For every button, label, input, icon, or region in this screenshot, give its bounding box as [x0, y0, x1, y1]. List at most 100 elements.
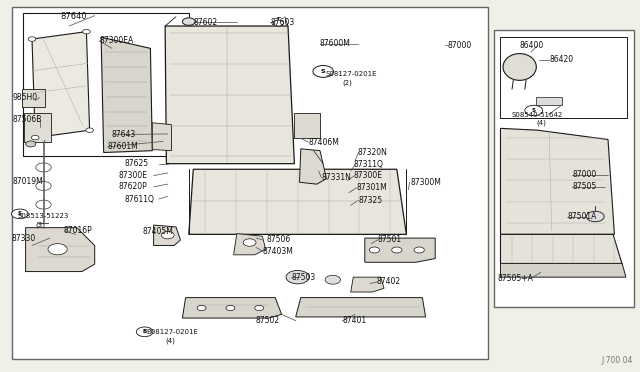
Text: B08127-0201E: B08127-0201E: [146, 329, 198, 335]
Text: 87620P: 87620P: [118, 182, 147, 191]
Circle shape: [525, 105, 543, 116]
Bar: [23, 13, 189, 156]
Circle shape: [414, 247, 424, 253]
Text: 87600M: 87600M: [320, 39, 351, 48]
Text: 87501: 87501: [378, 235, 402, 244]
Text: S: S: [532, 108, 536, 113]
Polygon shape: [32, 32, 90, 138]
Text: 87602: 87602: [193, 18, 218, 27]
Circle shape: [197, 305, 206, 311]
Bar: [22, 89, 45, 107]
Circle shape: [26, 141, 36, 147]
Text: 87643: 87643: [112, 130, 136, 139]
Polygon shape: [182, 298, 282, 318]
Bar: [500, 37, 627, 118]
Text: 87300E: 87300E: [118, 171, 147, 180]
Circle shape: [313, 65, 333, 77]
Circle shape: [161, 231, 174, 239]
Bar: [24, 113, 51, 142]
Polygon shape: [365, 238, 435, 262]
Polygon shape: [234, 234, 266, 255]
Circle shape: [243, 239, 256, 246]
Circle shape: [369, 247, 380, 253]
Circle shape: [226, 305, 235, 311]
Text: 87601M: 87601M: [108, 142, 138, 151]
Text: 87503: 87503: [291, 273, 316, 282]
Bar: [494, 30, 634, 307]
Text: B: B: [143, 329, 147, 334]
Text: 87506: 87506: [266, 235, 291, 244]
Text: S08127-0201E: S08127-0201E: [325, 71, 376, 77]
Polygon shape: [500, 234, 622, 264]
Text: S08540-51642: S08540-51642: [512, 112, 563, 118]
Text: 985H0: 985H0: [13, 93, 38, 102]
Polygon shape: [296, 298, 426, 317]
Polygon shape: [500, 263, 626, 277]
Text: S: S: [321, 69, 326, 74]
Circle shape: [12, 209, 28, 219]
Text: 87300M: 87300M: [411, 178, 442, 187]
Circle shape: [136, 327, 153, 337]
Text: S08513-51223: S08513-51223: [18, 213, 69, 219]
Circle shape: [83, 29, 90, 34]
Text: 87505+A: 87505+A: [498, 274, 534, 283]
Text: 87405M: 87405M: [142, 227, 173, 236]
Bar: [12, 7, 488, 359]
Text: 87300EA: 87300EA: [99, 36, 134, 45]
Bar: [294, 113, 320, 138]
Text: 87320N: 87320N: [357, 148, 387, 157]
Text: 87331N: 87331N: [321, 173, 351, 182]
Text: 86420: 86420: [549, 55, 573, 64]
Circle shape: [273, 20, 284, 26]
Text: 87625: 87625: [125, 159, 149, 168]
Polygon shape: [300, 149, 326, 184]
Text: 87502: 87502: [256, 316, 280, 325]
Polygon shape: [154, 225, 180, 246]
Text: 87300E: 87300E: [354, 171, 383, 180]
Circle shape: [31, 135, 39, 140]
Text: 87501A: 87501A: [567, 212, 596, 221]
Text: 87311Q: 87311Q: [354, 160, 384, 169]
Circle shape: [392, 247, 402, 253]
Polygon shape: [189, 169, 406, 234]
Polygon shape: [26, 228, 95, 272]
Text: 87301M: 87301M: [356, 183, 387, 192]
Text: (4): (4): [536, 119, 546, 126]
Text: 87016P: 87016P: [64, 226, 93, 235]
Text: 87330: 87330: [12, 234, 36, 243]
Text: S: S: [18, 211, 22, 217]
Polygon shape: [101, 37, 152, 153]
Text: 87000: 87000: [573, 170, 597, 179]
Text: 87611Q: 87611Q: [125, 195, 155, 203]
Circle shape: [48, 244, 67, 255]
Circle shape: [586, 211, 604, 222]
Bar: [536, 97, 562, 105]
Circle shape: [86, 128, 93, 132]
Text: 87019M: 87019M: [13, 177, 44, 186]
Text: (4): (4): [165, 337, 175, 344]
Text: 87505: 87505: [573, 182, 597, 191]
Text: 87403M: 87403M: [262, 247, 293, 256]
Text: 87603: 87603: [270, 18, 294, 27]
Text: 87406M: 87406M: [308, 138, 339, 147]
Polygon shape: [165, 26, 294, 164]
Text: (2): (2): [342, 79, 352, 86]
Circle shape: [286, 270, 309, 284]
Circle shape: [255, 305, 264, 311]
Circle shape: [28, 37, 36, 41]
Text: 87000: 87000: [448, 41, 472, 50]
Ellipse shape: [503, 54, 536, 80]
Text: 87325: 87325: [358, 196, 383, 205]
Text: 87402: 87402: [376, 278, 401, 286]
Polygon shape: [500, 128, 614, 234]
Circle shape: [182, 18, 195, 25]
Polygon shape: [351, 277, 384, 292]
Text: 87506B: 87506B: [13, 115, 42, 124]
Text: (3): (3): [35, 221, 45, 228]
Polygon shape: [152, 123, 172, 151]
Circle shape: [325, 275, 340, 284]
Text: 86400: 86400: [520, 41, 544, 50]
Text: 87640: 87640: [61, 12, 88, 21]
Text: J 700 04: J 700 04: [601, 356, 632, 365]
Text: 87401: 87401: [342, 316, 367, 325]
